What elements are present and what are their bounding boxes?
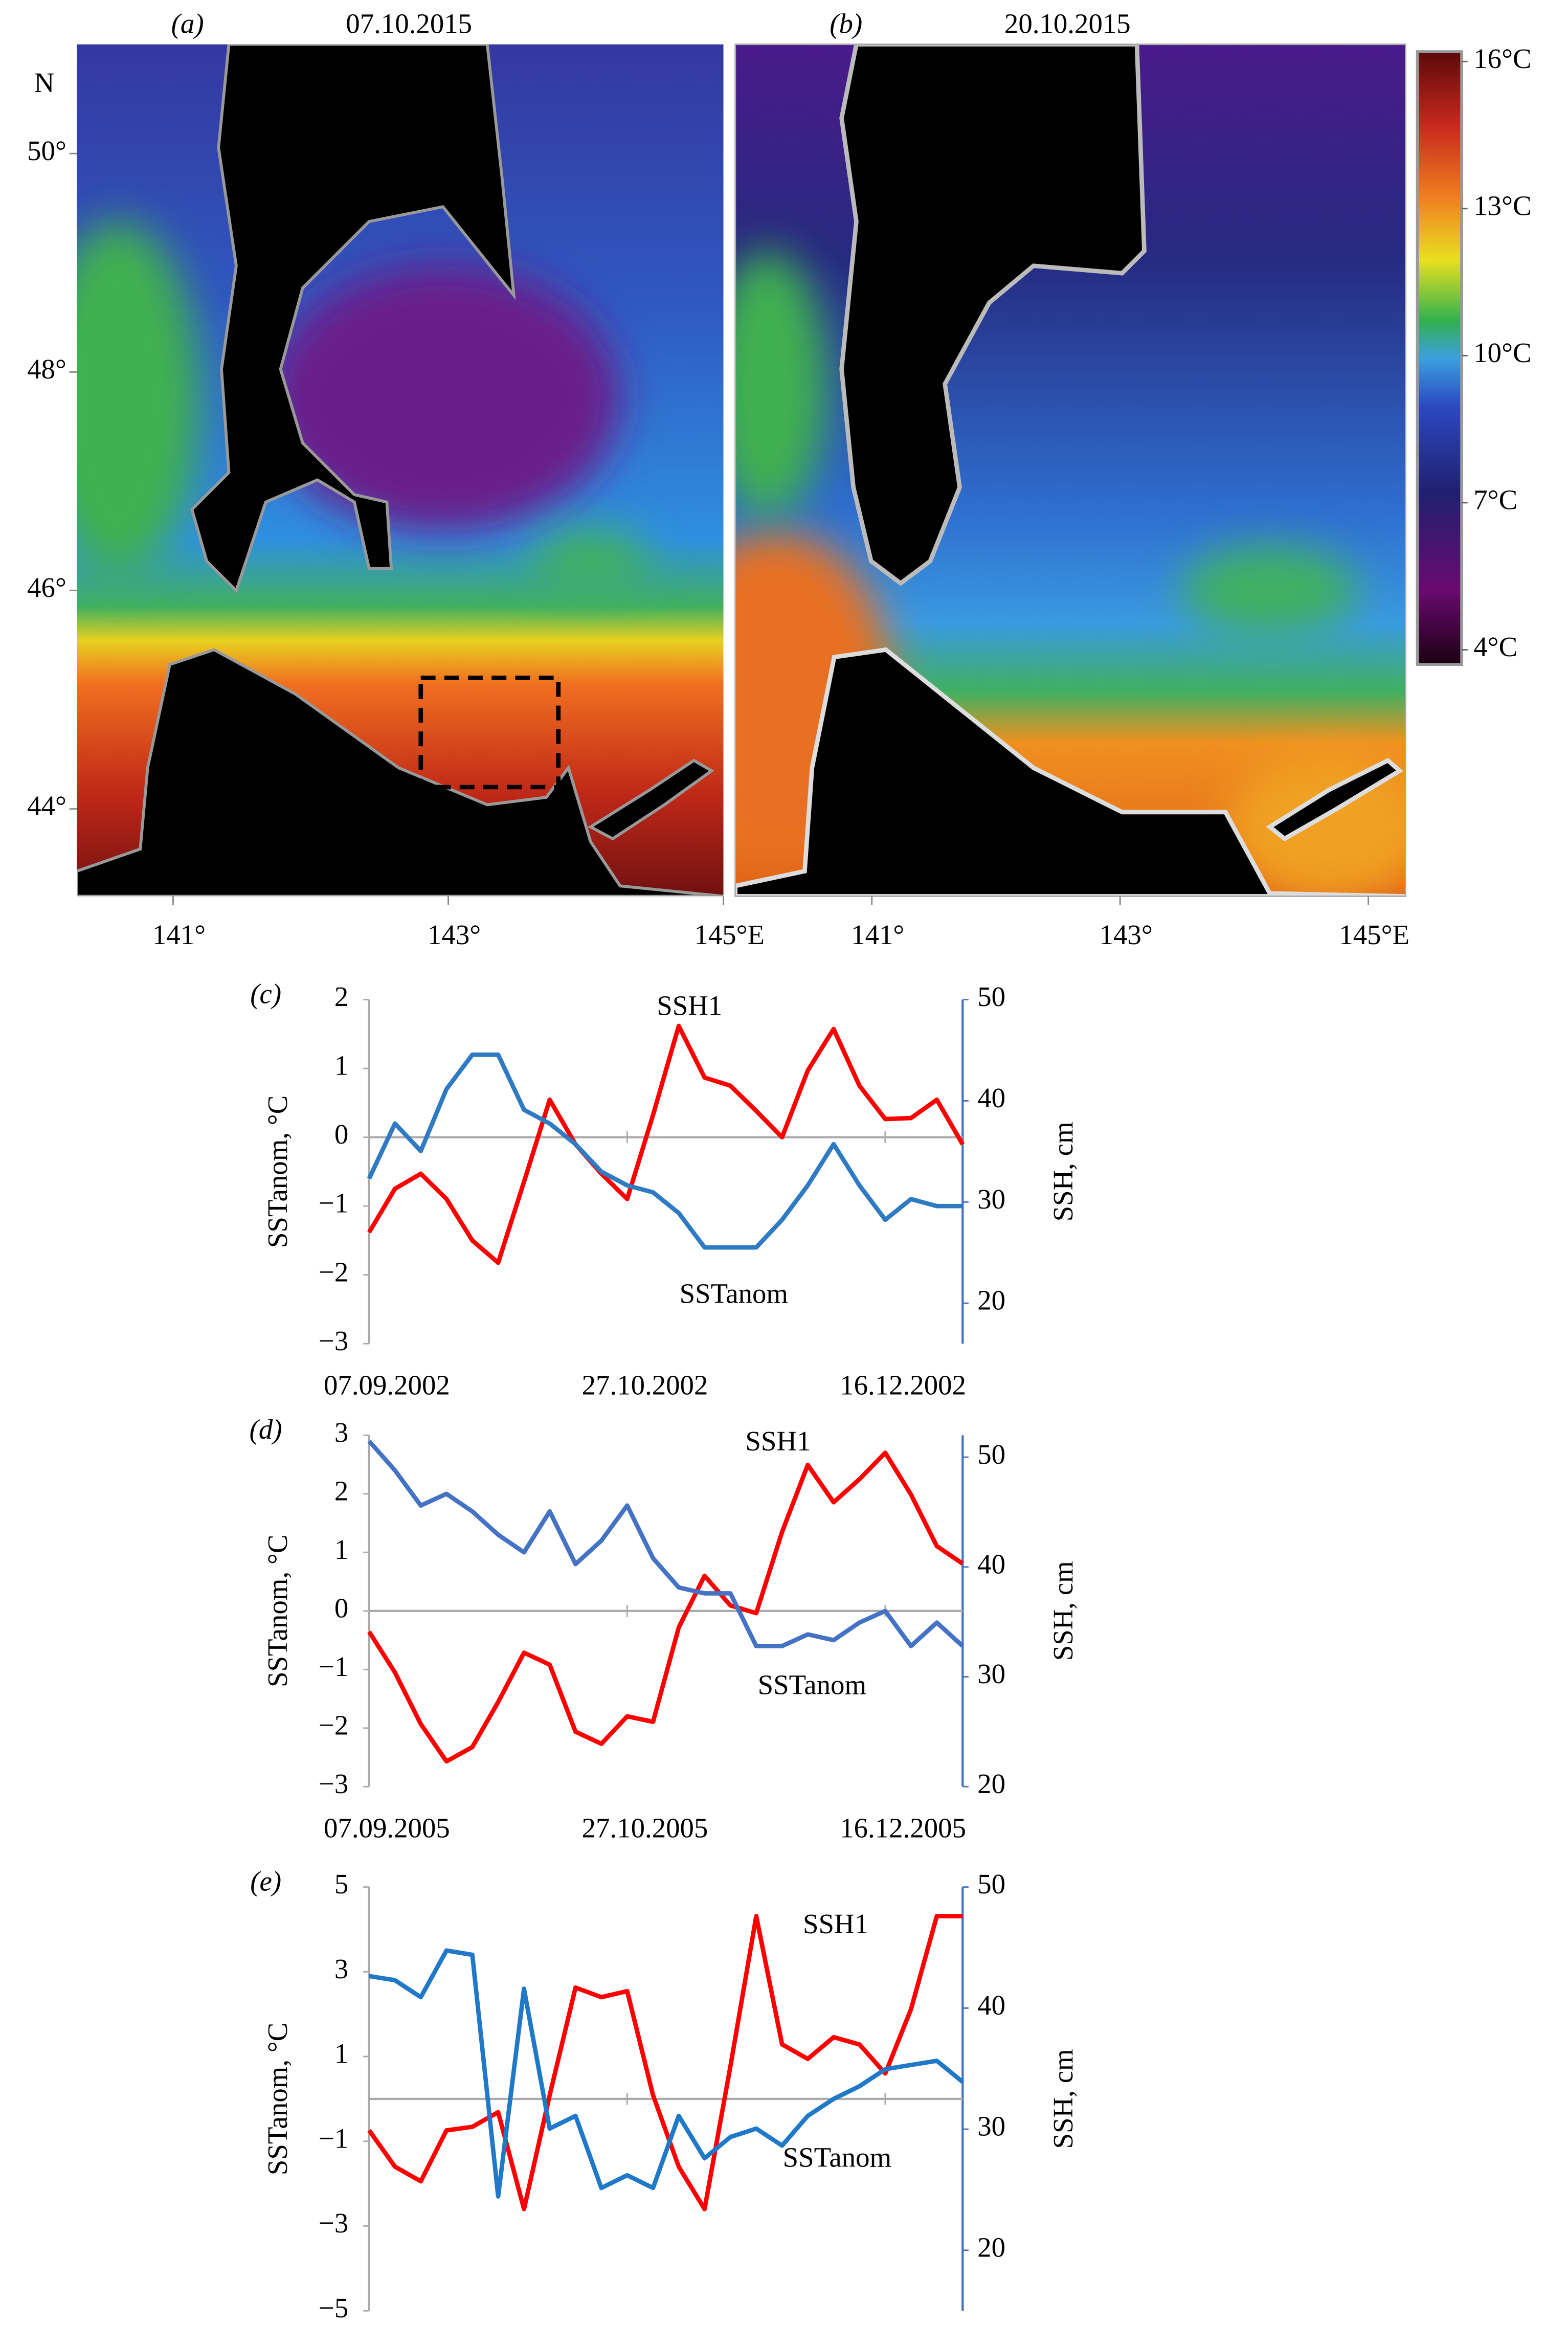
map-title: 20.10.2015 <box>1004 8 1131 39</box>
series-label: SSH1 <box>803 1908 868 1939</box>
y2-tick-label: 40 <box>977 1082 1005 1113</box>
series-label: SSTanom <box>758 1669 867 1701</box>
panel-label: (c) <box>250 978 281 1009</box>
y-tick-label: 5 <box>334 1868 348 1899</box>
y-tick-label: 1 <box>334 2038 348 2069</box>
x-tick-label: 07.09.2002 <box>324 1369 450 1400</box>
colorbar-tick-label: 10°C <box>1473 337 1531 368</box>
y-tick-label: −1 <box>319 1651 348 1682</box>
y2-tick-label: 30 <box>977 2111 1005 2142</box>
y-tick-label: −3 <box>319 1768 348 1799</box>
y2-tick-label: 40 <box>977 1548 1005 1579</box>
y2-tick-label: 40 <box>977 1989 1005 2021</box>
y-tick-label: 0 <box>334 1119 348 1150</box>
y-tick-label: 48° <box>27 353 66 385</box>
y-tick-label: 1 <box>334 1534 348 1565</box>
y-tick-label: −3 <box>319 2207 348 2239</box>
y-tick-label: −3 <box>319 1325 348 1356</box>
x-tick-label: 145°E <box>1339 919 1409 950</box>
colorbar-tick-label: 7°C <box>1473 484 1517 516</box>
y-tick-label: 2 <box>334 981 348 1012</box>
y-axis-label: SSTanom, °C <box>262 1096 293 1248</box>
sst-map-image <box>77 44 724 897</box>
study-area-box <box>418 676 561 790</box>
y2-tick-label: 50 <box>977 1439 1005 1470</box>
y-tick-label: 46° <box>27 572 66 603</box>
y-axis-label: SSTanom, °C <box>262 1535 293 1687</box>
panel-label: (a) <box>171 8 204 39</box>
series-line <box>367 1914 963 2211</box>
y-tick-label: 0 <box>334 1592 348 1623</box>
y-tick-label: 1 <box>334 1050 348 1081</box>
series-line <box>367 1052 963 1250</box>
x-tick-label: 141° <box>851 919 904 950</box>
x-tick-label: 143° <box>428 919 481 950</box>
x-tick-label: 27.10.2002 <box>582 1369 708 1400</box>
y-tick-label: −5 <box>319 2292 348 2323</box>
series-label: SSTanom <box>680 1278 789 1309</box>
x-tick-label: 16.12.2005 <box>840 1813 966 1844</box>
panel-label: (b) <box>830 8 862 39</box>
colorbar-tick-label: 16°C <box>1473 43 1531 74</box>
y-tick-label: 3 <box>334 1417 348 1448</box>
series-line <box>367 1450 964 1764</box>
y-tick-label: −1 <box>319 1188 348 1219</box>
y-tick-label: 3 <box>334 1953 348 1984</box>
y2-tick-label: 30 <box>977 1183 1005 1215</box>
y-axis-label: SSTanom, °C <box>262 2023 293 2175</box>
panel-label: (d) <box>250 1414 282 1445</box>
y-tick-label: 44° <box>27 790 66 821</box>
y2-tick-label: 50 <box>977 981 1005 1012</box>
series-line <box>369 1948 965 2199</box>
map-title: 07.10.2015 <box>346 8 472 39</box>
y-tick-label: −1 <box>319 2122 348 2154</box>
series-label: SSH1 <box>745 1425 811 1457</box>
series-line <box>367 1023 965 1265</box>
x-tick-label: 16.12.2002 <box>840 1369 966 1400</box>
colorbar <box>1416 50 1464 666</box>
y-tick-label: 50° <box>27 135 66 166</box>
y-axis-label: N <box>34 67 55 98</box>
y2-tick-label: 50 <box>977 1868 1005 1899</box>
series-label: SSTanom <box>783 2141 892 2173</box>
y2-tick-label: 20 <box>977 1768 1005 1799</box>
x-tick-label: 07.09.2005 <box>324 1813 450 1844</box>
x-tick-label: 141° <box>152 919 206 950</box>
y-tick-label: −2 <box>319 1709 348 1740</box>
series-line <box>367 1439 965 1648</box>
map-frame <box>734 43 1406 897</box>
colorbar-tick-label: 13°C <box>1473 190 1531 221</box>
y2-tick-label: 30 <box>977 1658 1005 1689</box>
y-tick-label: 2 <box>334 1475 348 1506</box>
y2-axis-label: SSH, cm <box>1047 2049 1079 2149</box>
x-tick-label: 27.10.2005 <box>582 1813 708 1844</box>
y2-tick-label: 20 <box>977 2231 1005 2263</box>
x-tick-label: 145°E <box>694 919 765 950</box>
y2-tick-label: 20 <box>977 1285 1005 1316</box>
panel-label: (e) <box>250 1865 281 1896</box>
colorbar-tick-label: 4°C <box>1473 631 1517 662</box>
y2-axis-label: SSH, cm <box>1047 1122 1079 1221</box>
y-tick-label: −2 <box>319 1256 348 1287</box>
series-label: SSH1 <box>657 990 722 1021</box>
x-tick-label: 143° <box>1100 919 1153 950</box>
sst-map-image <box>735 44 1406 897</box>
y2-axis-label: SSH, cm <box>1047 1561 1079 1661</box>
